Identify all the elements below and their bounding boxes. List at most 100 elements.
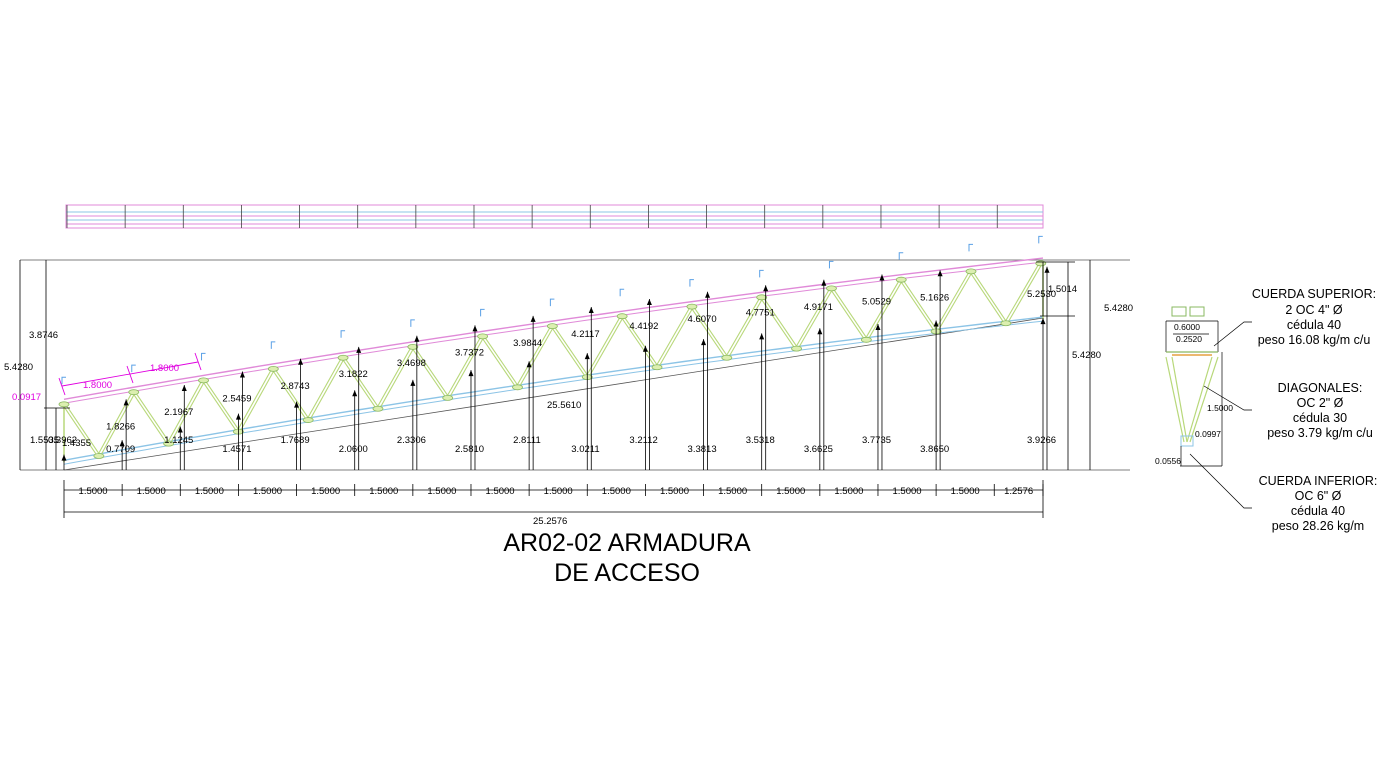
left-dim-d1: 3.8746 bbox=[29, 330, 58, 341]
dim-arrow bbox=[181, 385, 187, 392]
dim-arrow bbox=[937, 270, 943, 277]
panel-dim-label: 1.5000 bbox=[834, 486, 863, 497]
panel-dim-label: 1.5000 bbox=[79, 486, 108, 497]
diagonal-member bbox=[309, 357, 346, 421]
note-diagonals-title: DIAGONALES: bbox=[1278, 381, 1363, 395]
note-top-chord-pipe: 2 OC 4" Ø bbox=[1285, 303, 1343, 317]
right-end-depth: 1.5014 bbox=[1048, 284, 1077, 295]
total-length: 25.2576 bbox=[533, 516, 567, 527]
dim-arrow bbox=[294, 401, 300, 408]
top-node-plate bbox=[128, 389, 140, 396]
section-top-width: 0.6000 bbox=[1174, 322, 1200, 332]
purlin-clip bbox=[201, 352, 206, 361]
top-height-label: 2.8743 bbox=[281, 381, 310, 392]
note-bottom-chord-title: CUERDA INFERIOR: bbox=[1259, 474, 1378, 488]
panel-dim-label: 1.5000 bbox=[718, 486, 747, 497]
dim-arrow bbox=[763, 285, 769, 292]
diagonal-member bbox=[131, 391, 168, 444]
dim-arrow bbox=[468, 370, 474, 377]
dim-arrow bbox=[530, 315, 536, 322]
top-node-plate bbox=[198, 377, 209, 384]
left-dim-d5: 0.0917 bbox=[12, 392, 41, 403]
bottom-node-plate bbox=[302, 417, 314, 423]
purlin-clip bbox=[61, 376, 66, 385]
section-top-chord-left bbox=[1171, 306, 1187, 317]
top-height-label: 1.8266 bbox=[106, 421, 135, 432]
dim-arrow bbox=[1044, 266, 1050, 273]
diagonal-member bbox=[61, 403, 98, 457]
left-dim-d4: 1.4355 bbox=[62, 438, 91, 449]
diagonal-member bbox=[271, 368, 308, 421]
left-dim-d2: 5.4280 bbox=[4, 362, 33, 373]
bottom-height-label: 2.0600 bbox=[339, 444, 368, 455]
diagonal-member bbox=[693, 306, 729, 359]
panel-dim-label: 1.5000 bbox=[660, 486, 689, 497]
diagonal-member bbox=[413, 346, 450, 399]
note-bottom-chord-schedule: cédula 40 bbox=[1291, 504, 1345, 518]
top-height-label: 4.7751 bbox=[746, 307, 775, 318]
diagonal-member bbox=[169, 380, 206, 444]
top-height-label: 4.9171 bbox=[804, 302, 833, 313]
dim-arrow bbox=[584, 353, 590, 360]
truss-nodes bbox=[58, 260, 1047, 459]
purlin-clip bbox=[1038, 235, 1043, 244]
bottom-height-label: 3.3813 bbox=[688, 444, 717, 455]
bottom-height-label: 2.8111 bbox=[513, 435, 541, 446]
panel-dim-label: 1.5000 bbox=[311, 486, 340, 497]
bottom-height-label: 1.7689 bbox=[281, 435, 310, 446]
dim-arrow bbox=[642, 345, 648, 352]
bottom-node-plate bbox=[651, 364, 663, 371]
section-depth: 1.5000 bbox=[1207, 403, 1233, 413]
dim-arrow bbox=[646, 299, 652, 306]
panel-dim-label: 1.5000 bbox=[893, 486, 922, 497]
purlin-clip bbox=[340, 330, 346, 338]
bottom-height-label: 3.8650 bbox=[920, 444, 949, 455]
note-diagonals-pipe: OC 2" Ø bbox=[1297, 396, 1344, 410]
bottom-node-plate bbox=[1000, 320, 1012, 327]
bottom-height-label: 3.2112 bbox=[629, 435, 657, 446]
diagonal-member bbox=[727, 297, 764, 359]
diagonal-member bbox=[623, 315, 660, 368]
diagonal-member bbox=[1007, 263, 1043, 324]
panel-dim-label: 1.5000 bbox=[369, 486, 398, 497]
diagonal-member bbox=[724, 297, 761, 359]
diagonal-member bbox=[375, 346, 412, 410]
panel-dim-label: 1.5000 bbox=[776, 486, 805, 497]
magenta-dim-2: 1.8000 bbox=[150, 363, 179, 374]
note-diagonals-schedule: cédula 30 bbox=[1293, 411, 1347, 425]
bottom-node-plate bbox=[442, 394, 454, 401]
top-height-label: 2.1967 bbox=[164, 407, 193, 418]
dim-arrow bbox=[61, 454, 67, 461]
note-bottom-chord-weight: peso 28.26 kg/m bbox=[1272, 519, 1364, 533]
section-offset-b: 0.0556 bbox=[1155, 456, 1181, 466]
diagonal-member bbox=[968, 271, 1005, 324]
bottom-height-label: 1.1245 bbox=[164, 435, 193, 446]
section-diagonal-right bbox=[1186, 356, 1219, 443]
dim-arrow bbox=[759, 333, 765, 340]
purlin-clip bbox=[410, 319, 415, 327]
purlin-clip bbox=[619, 288, 625, 297]
dim-arrow bbox=[1040, 318, 1046, 325]
magenta-dim-1: 1.8000 bbox=[83, 380, 112, 391]
purlin-clip bbox=[968, 243, 973, 252]
dim-arrow bbox=[235, 413, 241, 420]
dim-arrow bbox=[879, 274, 885, 281]
purlin-clip bbox=[270, 341, 276, 349]
bottom-height-label: 2.5810 bbox=[455, 444, 484, 455]
diagonal-member bbox=[867, 279, 904, 341]
bottom-height-label: 0.3962 bbox=[48, 435, 77, 446]
bottom-height-label: 3.7735 bbox=[862, 435, 891, 446]
top-height-label: 3.9844 bbox=[513, 338, 542, 349]
diagonal-member bbox=[902, 279, 939, 332]
diagonal-member bbox=[445, 336, 482, 399]
panel-dim-label: 1.5000 bbox=[486, 486, 515, 497]
top-chord-outer bbox=[63, 257, 1044, 400]
dim-arrow bbox=[588, 307, 594, 314]
leader-diagonals bbox=[1203, 385, 1252, 411]
top-node-plate bbox=[895, 276, 907, 283]
section-bottom-chord bbox=[1180, 435, 1194, 447]
top-node-plate bbox=[686, 303, 698, 310]
bottom-height-label: 2.3306 bbox=[397, 435, 426, 446]
diagonal-member bbox=[797, 288, 834, 349]
diagonal-member bbox=[654, 306, 691, 368]
